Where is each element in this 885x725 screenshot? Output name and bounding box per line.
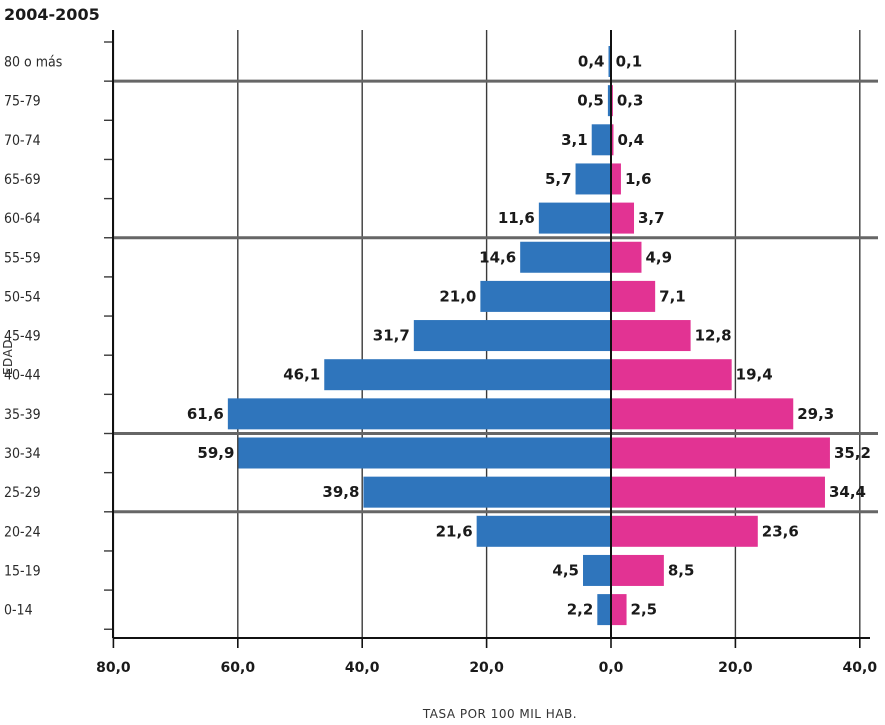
- bar-left-5: [520, 241, 611, 273]
- category-label-13: 15-19: [4, 563, 41, 579]
- chart-title: 2004-2005: [4, 5, 100, 24]
- bar-right-5: [611, 241, 642, 273]
- bar-right-11: [611, 476, 825, 508]
- value-label-right-1: 0,3: [617, 92, 644, 110]
- value-label-left-12: 21,6: [436, 522, 473, 540]
- bar-left-2: [591, 124, 611, 156]
- bar-left-0: [608, 46, 611, 77]
- x-tick-label-1: 60,0: [221, 660, 256, 676]
- value-label-right-5: 4,9: [645, 248, 672, 266]
- bar-right-3: [611, 163, 621, 195]
- bar-right-7: [611, 320, 691, 352]
- value-label-right-2: 0,4: [617, 131, 644, 149]
- value-label-left-7: 31,7: [373, 327, 410, 345]
- value-label-left-9: 61,6: [187, 405, 224, 423]
- category-label-3: 65-69: [4, 172, 41, 188]
- value-label-right-14: 2,5: [631, 601, 658, 619]
- value-label-right-3: 1,6: [625, 170, 652, 188]
- value-label-left-5: 14,6: [479, 248, 516, 266]
- axes: [104, 30, 870, 648]
- x-tick-label-6: 40,0: [843, 660, 878, 676]
- x-tick-label-5: 20,0: [718, 660, 753, 676]
- bar-right-9: [611, 398, 794, 430]
- x-tick-label-3: 20,0: [469, 660, 504, 676]
- category-label-11: 25-29: [4, 485, 41, 501]
- bar-right-8: [611, 359, 732, 391]
- value-label-left-8: 46,1: [283, 366, 320, 384]
- value-label-left-4: 11,6: [498, 209, 535, 227]
- x-axis-label: TASA POR 100 MIL HAB.: [422, 707, 577, 721]
- category-label-2: 70-74: [4, 133, 41, 149]
- x-tick-labels: 80,0 60,0 40,0 20,0 0,0 20,0 40,0: [96, 660, 877, 676]
- group-dividers: [113, 79, 878, 514]
- category-label-12: 20-24: [4, 524, 41, 540]
- x-tick-label-4: 0,0: [599, 660, 624, 676]
- bar-left-14: [597, 594, 611, 626]
- category-label-8: 40-44: [4, 368, 41, 384]
- bars: 0,4 0,5 3,1 5,7 11,6 14,6 21,0 31,7 46,1 61,6 59,9…: [187, 46, 871, 626]
- bar-right-13: [611, 554, 664, 586]
- category-label-4: 60-64: [4, 211, 41, 227]
- value-label-right-8: 19,4: [736, 366, 773, 384]
- category-label-9: 35-39: [4, 407, 41, 423]
- category-label-10: 30-34: [4, 446, 41, 462]
- bar-left-12: [476, 515, 611, 547]
- value-label-left-6: 21,0: [439, 287, 476, 305]
- bar-left-11: [363, 476, 611, 508]
- value-label-left-14: 2,2: [567, 601, 594, 619]
- value-label-left-11: 39,8: [322, 483, 359, 501]
- value-label-left-3: 5,7: [545, 170, 572, 188]
- value-label-right-11: 34,4: [829, 483, 866, 501]
- category-label-14: 0-14: [4, 603, 33, 619]
- y-axis-label: EDAD: [1, 339, 15, 375]
- bar-left-13: [583, 554, 611, 586]
- bar-left-1: [607, 85, 611, 117]
- value-label-right-9: 29,3: [797, 405, 834, 423]
- bar-left-7: [413, 320, 611, 352]
- x-tick-label-0: 80,0: [96, 660, 131, 676]
- value-label-right-4: 3,7: [638, 209, 665, 227]
- value-label-right-0: 0,1: [616, 53, 643, 71]
- value-label-right-12: 23,6: [762, 522, 799, 540]
- value-label-right-13: 8,5: [668, 561, 695, 579]
- value-label-right-7: 12,8: [695, 327, 732, 345]
- bar-right-2: [611, 124, 614, 156]
- bar-left-9: [227, 398, 611, 430]
- bar-left-8: [324, 359, 611, 391]
- bar-right-12: [611, 515, 758, 547]
- x-tick-label-2: 40,0: [345, 660, 380, 676]
- category-label-5: 55-59: [4, 250, 41, 266]
- value-label-left-13: 4,5: [552, 561, 579, 579]
- value-label-left-10: 59,9: [197, 444, 234, 462]
- category-label-7: 45-49: [4, 329, 41, 345]
- category-label-0: 80 o más: [4, 55, 62, 71]
- bar-left-6: [480, 280, 611, 312]
- bar-right-4: [611, 202, 635, 234]
- value-label-left-0: 0,4: [578, 53, 605, 71]
- bar-right-6: [611, 280, 656, 312]
- value-label-left-1: 0,5: [577, 92, 604, 110]
- bar-right-14: [611, 594, 627, 626]
- bar-left-4: [538, 202, 611, 234]
- bar-left-10: [238, 437, 611, 469]
- bar-left-3: [575, 163, 611, 195]
- value-label-right-10: 35,2: [834, 444, 871, 462]
- value-label-right-6: 7,1: [659, 287, 686, 305]
- category-label-6: 50-54: [4, 289, 41, 305]
- value-label-left-2: 3,1: [561, 131, 588, 149]
- category-labels: 80 o más 75-79 70-74 65-69 60-64 55-59 50-54 45…: [4, 55, 62, 619]
- category-label-1: 75-79: [4, 94, 41, 110]
- bar-right-10: [611, 437, 830, 469]
